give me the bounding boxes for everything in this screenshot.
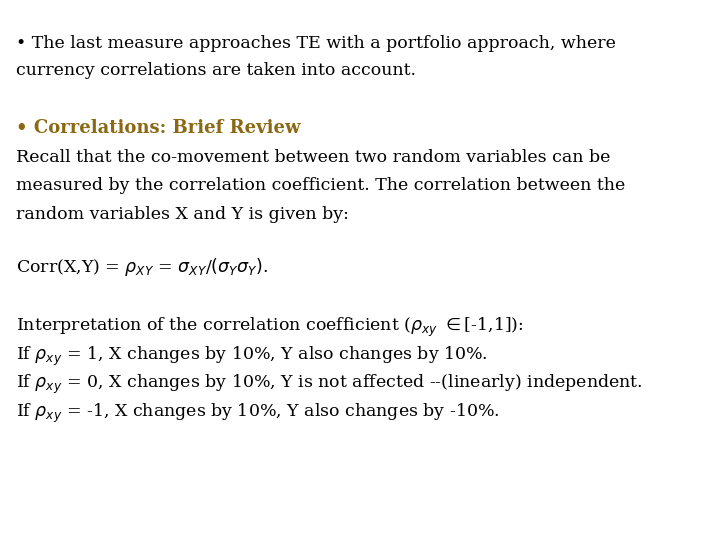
Text: Recall that the co-movement between two random variables can be: Recall that the co-movement between two … xyxy=(16,148,611,165)
Text: Corr(X,Y) = $\rho_{XY}$ = $\sigma_{XY}$/$(\sigma_{Y}\sigma_{Y})$.: Corr(X,Y) = $\rho_{XY}$ = $\sigma_{XY}$/… xyxy=(16,256,268,279)
Text: • Correlations: Brief Review: • Correlations: Brief Review xyxy=(16,119,300,137)
Text: measured by the correlation coefficient. The correlation between the: measured by the correlation coefficient.… xyxy=(16,177,625,194)
Text: Interpretation of the correlation coefficient ($\rho_{xy}$ $\in$[-1,1]):: Interpretation of the correlation coeffi… xyxy=(16,316,523,339)
Text: currency correlations are taken into account.: currency correlations are taken into acc… xyxy=(16,62,416,79)
Text: If $\rho_{xy}$ = 1, X changes by 10%, Y also changes by 10%.: If $\rho_{xy}$ = 1, X changes by 10%, Y … xyxy=(16,345,487,368)
Text: • The last measure approaches TE with a portfolio approach, where: • The last measure approaches TE with a … xyxy=(16,35,616,52)
Text: If $\rho_{xy}$ = -1, X changes by 10%, Y also changes by -10%.: If $\rho_{xy}$ = -1, X changes by 10%, Y… xyxy=(16,402,500,425)
Text: If $\rho_{xy}$ = 0, X changes by 10%, Y is not affected --(linearly) independent: If $\rho_{xy}$ = 0, X changes by 10%, Y … xyxy=(16,373,642,396)
Text: random variables X and Y is given by:: random variables X and Y is given by: xyxy=(16,206,348,222)
